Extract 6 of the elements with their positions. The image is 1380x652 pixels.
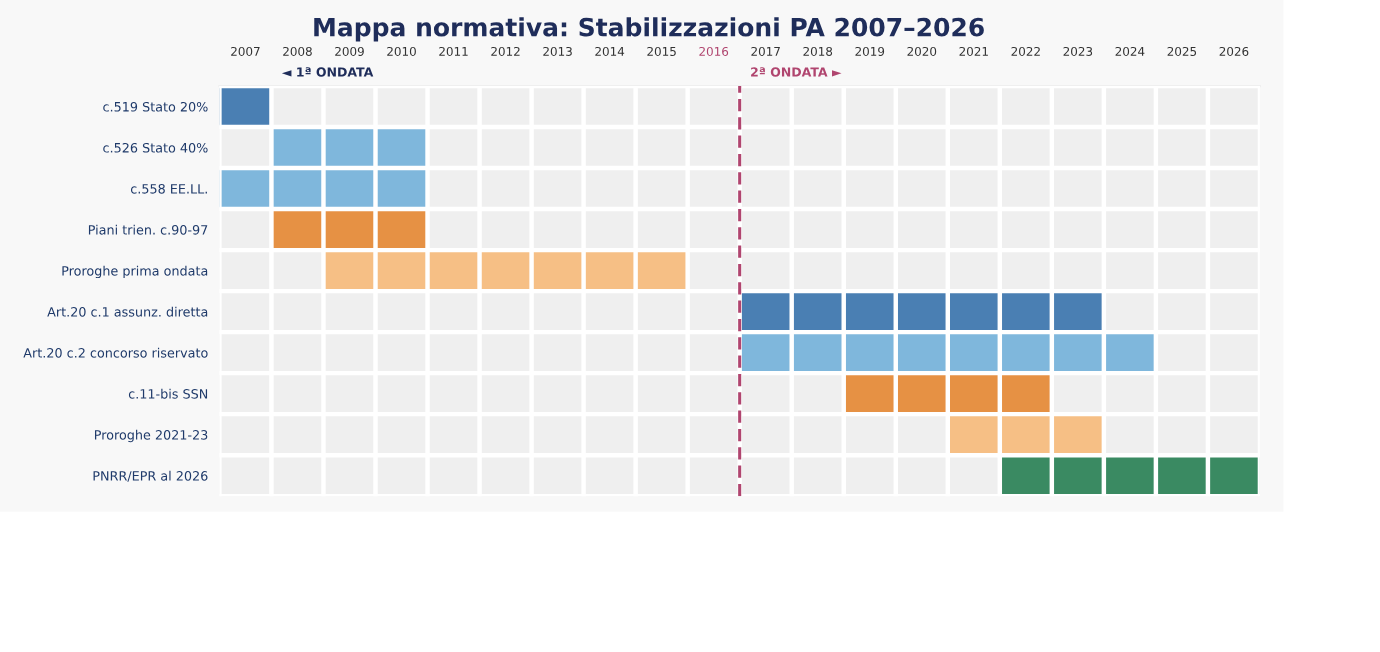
bar <box>739 333 1156 372</box>
bar <box>999 456 1260 495</box>
chart-title: Mappa normativa: Stabilizzazioni PA 2007–2026 <box>314 17 984 42</box>
bar <box>739 292 1104 331</box>
bar <box>947 415 1104 454</box>
bar <box>843 374 1052 413</box>
